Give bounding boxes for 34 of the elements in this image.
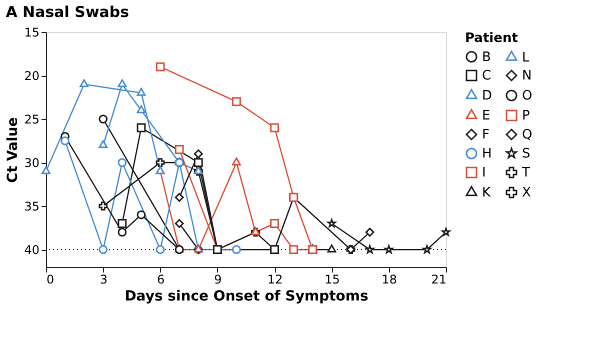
chart-title: A Nasal Swabs [6,3,130,21]
x-tick-label: 6 [156,272,165,286]
legend-label: L [522,50,530,66]
y-tick-label: 20 [24,69,40,84]
y-tick-label: 30 [24,156,40,170]
legend-label: C [482,68,492,84]
x-tick-label: 3 [100,272,108,286]
x-tick-label: 9 [214,272,222,286]
legend-label: T [521,166,530,180]
y-tick-label: 15 [24,26,40,40]
legend-label: Q [522,128,532,142]
legend-label: E [482,108,490,124]
legend-label: H [482,146,492,162]
x-tick-label: 21 [431,272,446,286]
legend-title: Patient [465,31,518,46]
x-axis-title: Days since Onset of Symptoms [124,288,368,304]
x-tick-label: 12 [267,272,283,286]
x-tick-label: 0 [46,272,54,286]
legend-label: X [522,186,531,200]
x-tick-label: 15 [324,272,340,286]
legend-label: I [482,166,486,180]
y-tick-label: 25 [24,112,40,127]
legend-label: K [482,186,491,200]
legend-label: B [482,50,491,65]
x-tick-label: 18 [382,272,397,286]
legend-label: S [522,146,530,162]
legend-label: D [482,88,492,104]
y-tick-label: 40 [24,243,40,258]
y-axis-title: Ct Value [5,117,22,183]
legend-label: F [482,128,490,142]
legend-label: O [522,88,532,104]
y-tick-label: 35 [24,200,40,214]
legend-label: P [522,108,530,124]
legend-label: N [522,68,532,84]
